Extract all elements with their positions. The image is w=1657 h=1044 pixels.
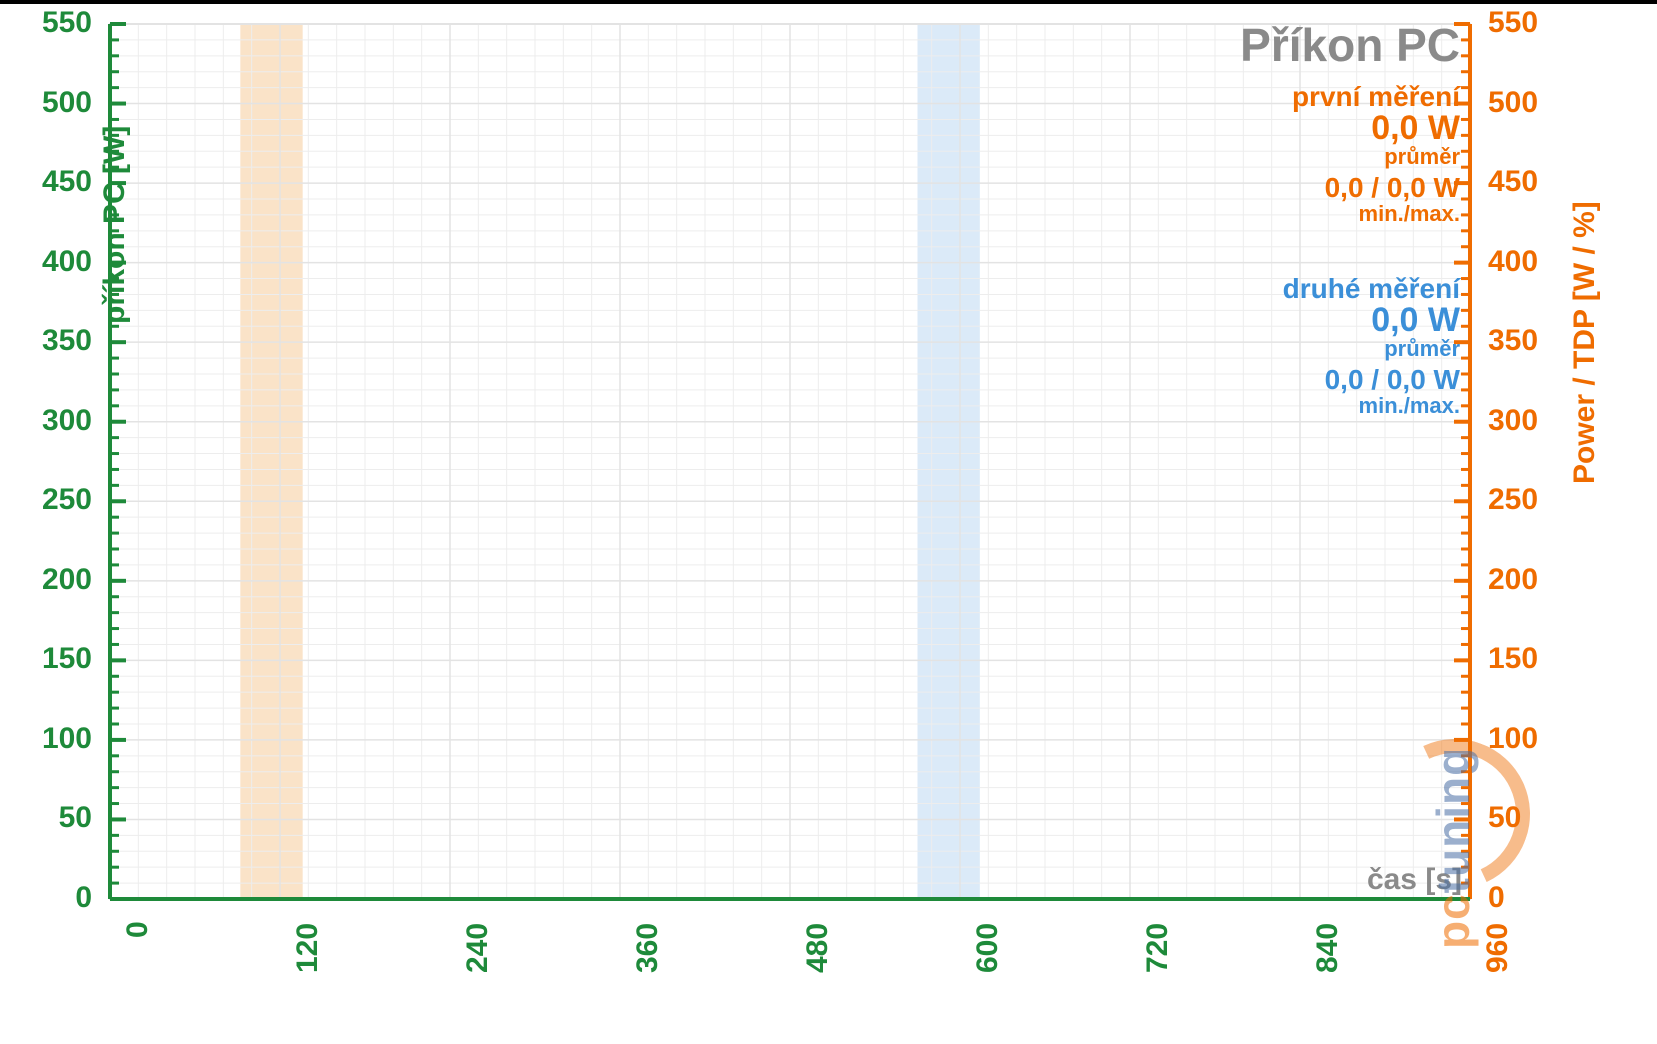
y-right-tick-label: 150	[1488, 642, 1538, 676]
y-left-tick-label: 100	[0, 722, 92, 756]
y-right-tick-label: 450	[1488, 165, 1538, 199]
x-tick-label: 240	[461, 923, 495, 973]
y-right-tick-label: 500	[1488, 86, 1538, 120]
legend1-range: 0,0 / 0,0 W	[1292, 174, 1460, 202]
y-left-tick-label: 300	[0, 404, 92, 438]
legend2-value-label: průměr	[1283, 337, 1460, 360]
y-right-axis-label: Power / TDP [W / %]	[1568, 201, 1602, 484]
y-left-tick-label: 200	[0, 563, 92, 597]
y-left-tick-label: 500	[0, 86, 92, 120]
x-tick-label: 960	[1481, 923, 1515, 973]
x-tick-label: 840	[1311, 923, 1345, 973]
y-left-tick-label: 50	[0, 801, 92, 835]
y-right-tick-label: 350	[1488, 324, 1538, 358]
y-left-tick-label: 450	[0, 165, 92, 199]
legend1-value: 0,0 W	[1292, 111, 1460, 145]
y-right-tick-label: 200	[1488, 563, 1538, 597]
legend1-range-label: min./max.	[1292, 202, 1460, 225]
x-tick-label: 120	[291, 923, 325, 973]
y-left-tick-label: 150	[0, 642, 92, 676]
watermark-text: pctuning	[1426, 747, 1480, 949]
y-right-tick-label: 400	[1488, 245, 1538, 279]
y-left-tick-label: 0	[0, 881, 92, 915]
x-tick-label: 600	[971, 923, 1005, 973]
y-left-tick-label: 350	[0, 324, 92, 358]
legend1-title: první měření	[1292, 82, 1460, 111]
legend1-value-label: průměr	[1292, 145, 1460, 168]
legend2-range-label: min./max.	[1283, 394, 1460, 417]
y-right-tick-label: 300	[1488, 404, 1538, 438]
legend-measurement-2: druhé měření 0,0 W průměr 0,0 / 0,0 W mi…	[1283, 274, 1460, 418]
legend2-value: 0,0 W	[1283, 303, 1460, 337]
y-left-axis-label: příkon PC [W]	[98, 126, 132, 324]
y-right-tick-label: 250	[1488, 483, 1538, 517]
y-right-tick-label: 0	[1488, 881, 1505, 915]
watermark-prefix: pc	[1427, 893, 1479, 949]
watermark-suffix: tuning	[1427, 747, 1479, 894]
y-left-tick-label: 550	[0, 6, 92, 40]
y-left-tick-label: 250	[0, 483, 92, 517]
y-left-tick-label: 400	[0, 245, 92, 279]
y-right-tick-label: 100	[1488, 722, 1538, 756]
x-tick-label: 720	[1141, 923, 1175, 973]
legend2-range: 0,0 / 0,0 W	[1283, 366, 1460, 394]
x-tick-label: 0	[121, 922, 155, 939]
x-tick-label: 480	[801, 923, 835, 973]
y-right-tick-label: 50	[1488, 801, 1521, 835]
y-right-tick-label: 550	[1488, 6, 1538, 40]
legend2-title: druhé měření	[1283, 274, 1460, 303]
chart-frame: Příkon PC příkon PC [W] Power / TDP [W /…	[0, 0, 1657, 1044]
chart-title: Příkon PC	[1240, 18, 1460, 72]
x-tick-label: 360	[631, 923, 665, 973]
legend-measurement-1: první měření 0,0 W průměr 0,0 / 0,0 W mi…	[1292, 82, 1460, 226]
